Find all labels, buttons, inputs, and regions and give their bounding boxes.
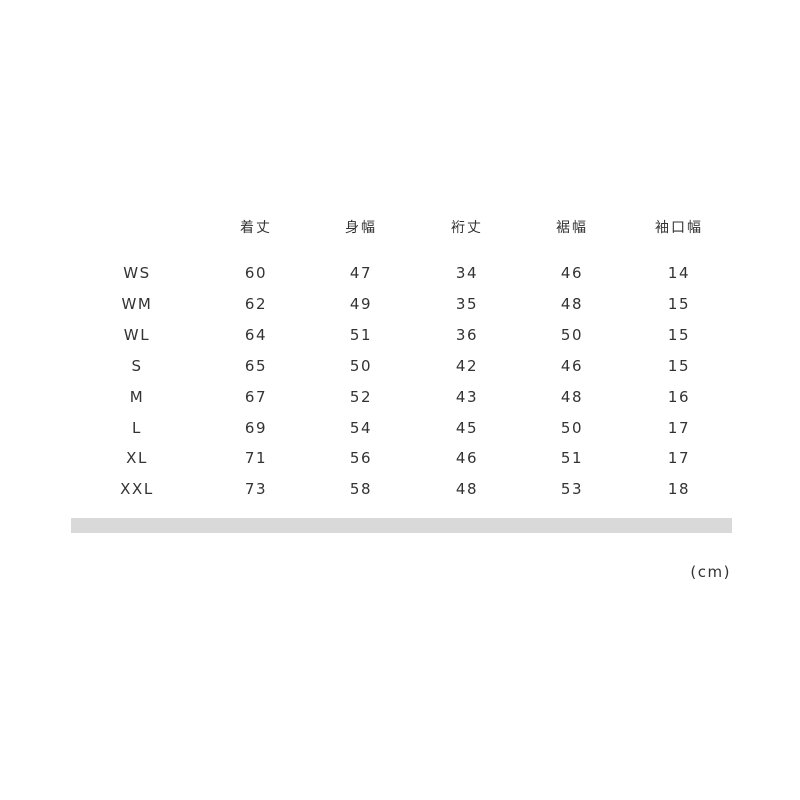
table-cell: 48 <box>560 387 584 406</box>
table-cell: 35 <box>455 294 479 313</box>
row-size-label: S <box>131 356 143 375</box>
table-cell: 47 <box>349 264 373 282</box>
table-cell: 34 <box>455 264 479 282</box>
row-size-label: XL <box>126 449 148 468</box>
table-cell: 45 <box>455 418 479 437</box>
table-cell: 17 <box>667 418 691 437</box>
table-cell: 62 <box>244 294 268 313</box>
table-cell: 17 <box>667 449 691 468</box>
table-cell: 46 <box>560 264 584 282</box>
table-cell: 69 <box>244 418 268 437</box>
row-size-label: M <box>129 387 145 406</box>
row-size-label: WS <box>123 264 151 282</box>
row-size-label: XXL <box>120 480 154 499</box>
table-cell: 15 <box>667 325 691 344</box>
table-cell: 15 <box>667 356 691 375</box>
table-cell: 50 <box>560 325 584 344</box>
table-cell: 53 <box>560 480 584 499</box>
table-cell: 46 <box>455 449 479 468</box>
column-header: 身幅 <box>345 220 377 236</box>
table-cell: 18 <box>667 480 691 499</box>
table-cell: 54 <box>349 418 373 437</box>
column-header: 着丈 <box>240 220 272 236</box>
table-cell: 67 <box>244 387 268 406</box>
column-header: 袖口幅 <box>655 220 703 236</box>
divider-bar <box>71 518 732 533</box>
table-cell: 48 <box>455 480 479 499</box>
table-cell: 60 <box>244 264 268 282</box>
row-size-label: WM <box>121 294 153 313</box>
table-cell: 64 <box>244 325 268 344</box>
column-header: 裾幅 <box>556 220 588 236</box>
column-header: 裄丈 <box>451 220 483 236</box>
table-cell: 49 <box>349 294 373 313</box>
table-cell: 36 <box>455 325 479 344</box>
row-size-label: WL <box>123 325 151 344</box>
table-cell: 56 <box>349 449 373 468</box>
table-cell: 48 <box>560 294 584 313</box>
table-cell: 71 <box>244 449 268 468</box>
table-cell: 50 <box>560 418 584 437</box>
table-cell: 42 <box>455 356 479 375</box>
row-size-label: L <box>132 418 142 437</box>
table-cell: 51 <box>349 325 373 344</box>
table-cell: 16 <box>667 387 691 406</box>
table-cell: 51 <box>560 449 584 468</box>
table-cell: 65 <box>244 356 268 375</box>
table-cell: 14 <box>667 264 691 282</box>
table-cell: 50 <box>349 356 373 375</box>
table-cell: 15 <box>667 294 691 313</box>
table-cell: 52 <box>349 387 373 406</box>
table-cell: 58 <box>349 480 373 499</box>
table-cell: 43 <box>455 387 479 406</box>
unit-label: (cm) <box>690 563 731 581</box>
table-cell: 46 <box>560 356 584 375</box>
table-cell: 73 <box>244 480 268 499</box>
